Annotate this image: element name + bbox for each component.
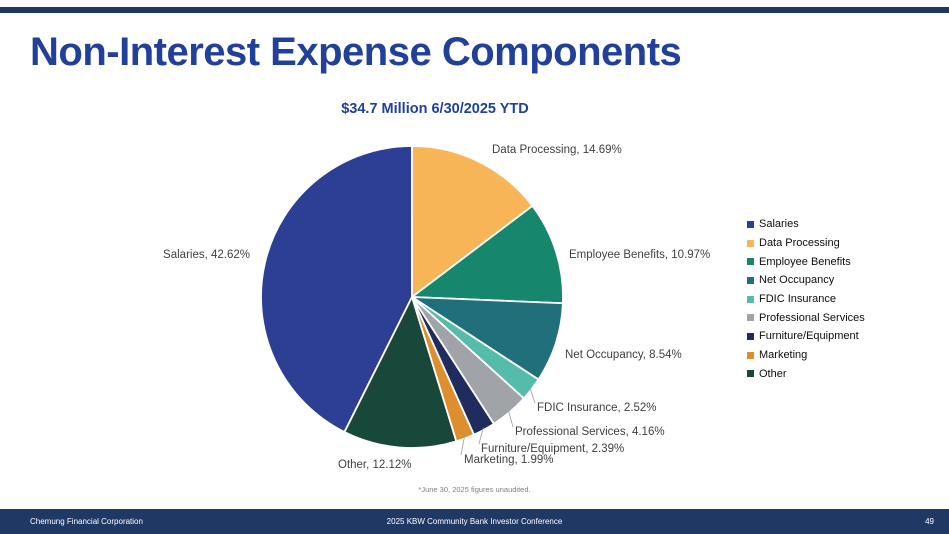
legend-item-professional-services: Professional Services <box>747 308 865 327</box>
pie-slice-other <box>343 296 458 449</box>
footer-company: Chemung Financial Corporation <box>30 517 143 526</box>
legend-swatch-data-processing <box>747 239 754 247</box>
legend-item-net-occupancy: Net Occupancy <box>747 271 865 290</box>
legend-label-salaries: Salaries <box>759 218 799 231</box>
legend-swatch-other <box>747 370 754 378</box>
legend-label-marketing: Marketing <box>759 349 808 362</box>
top-rule <box>0 7 949 13</box>
legend-item-marketing: Marketing <box>747 346 865 365</box>
legend-swatch-net-occupancy <box>747 276 754 284</box>
footer-conference: 2025 KBW Community Bank Investor Confere… <box>386 517 563 526</box>
legend-item-fdic-insurance: FDIC Insurance <box>747 290 865 309</box>
leader-line-fdic-insurance <box>529 387 536 404</box>
slice-label-professional-services: Professional Services, 4.16% <box>515 426 665 438</box>
footer-page-number: 49 <box>925 517 934 526</box>
leader-line-furniture-equipment <box>478 427 484 445</box>
leader-line-professional-services <box>508 410 514 428</box>
legend-swatch-furniture-equipment <box>747 332 754 340</box>
slice-label-furniture-equipment: Furniture/Equipment, 2.39% <box>481 443 624 455</box>
page-title: Non-Interest Expense Components <box>30 30 682 74</box>
pie-slice-data-processing <box>411 145 534 298</box>
legend-swatch-salaries <box>747 220 754 228</box>
legend-item-employee-benefits: Employee Benefits <box>747 252 865 271</box>
pie-slice-employee-benefits <box>411 204 564 305</box>
legend-swatch-employee-benefits <box>747 258 754 266</box>
legend-swatch-marketing <box>747 351 754 359</box>
legend-item-other: Other <box>747 365 865 384</box>
slice-label-other: Other, 12.12% <box>338 459 412 471</box>
footer-bar: Chemung Financial Corporation 2025 KBW C… <box>0 509 949 534</box>
legend-label-net-occupancy: Net Occupancy <box>759 274 835 287</box>
slice-label-employee-benefits: Employee Benefits, 10.97% <box>569 249 710 261</box>
legend-swatch-professional-services <box>747 314 754 322</box>
slice-label-net-occupancy: Net Occupancy, 8.54% <box>565 349 682 361</box>
legend-label-professional-services: Professional Services <box>759 311 865 324</box>
slice-label-marketing: Marketing, 1.99% <box>464 454 554 466</box>
leader-line-marketing <box>460 436 465 456</box>
legend-swatch-fdic-insurance <box>747 295 754 303</box>
legend-label-other: Other <box>759 367 787 380</box>
legend-label-fdic-insurance: FDIC Insurance <box>759 293 837 306</box>
legend-label-data-processing: Data Processing <box>759 237 840 250</box>
legend-label-employee-benefits: Employee Benefits <box>759 255 851 268</box>
slice-label-fdic-insurance: FDIC Insurance, 2.52% <box>537 402 657 414</box>
footnote: *June 30, 2025 figures unaudited. <box>418 485 531 494</box>
legend-label-furniture-equipment: Furniture/Equipment <box>759 330 859 343</box>
legend-item-furniture-equipment: Furniture/Equipment <box>747 327 865 346</box>
chart-title: $34.7 Million 6/30/2025 YTD <box>341 101 529 117</box>
slice-label-data-processing: Data Processing, 14.69% <box>492 144 622 156</box>
slice-label-salaries: Salaries, 42.62% <box>163 249 250 261</box>
legend-item-data-processing: Data Processing <box>747 234 865 253</box>
legend-item-salaries: Salaries <box>747 215 865 234</box>
pie-slice-salaries <box>260 145 413 433</box>
chart-legend: Salaries Data Processing Employee Benefits… <box>747 215 865 383</box>
